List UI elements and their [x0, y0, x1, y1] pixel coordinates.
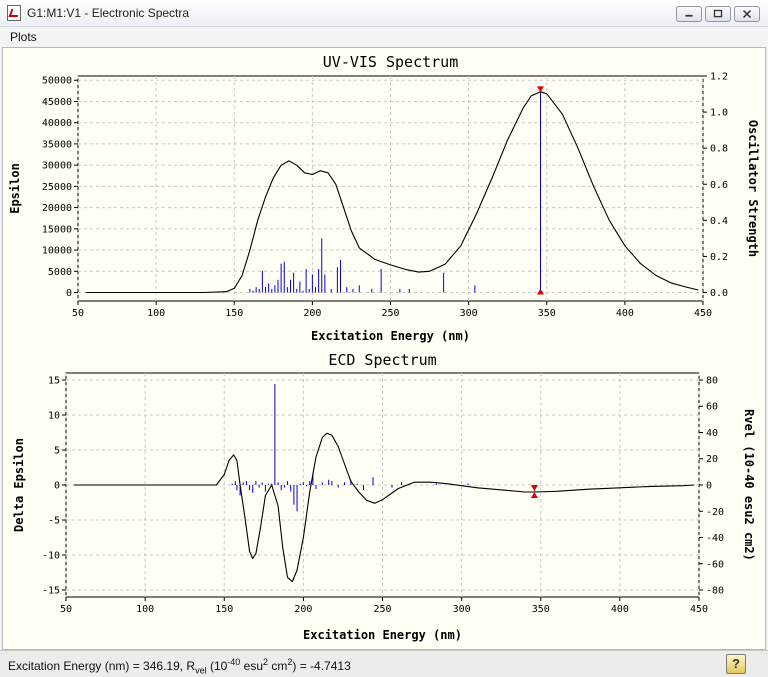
status-sup1: -40 [227, 657, 241, 667]
y-tick-label: 10 [48, 411, 60, 422]
y2-axis-label: Oscillator Strength [746, 120, 760, 257]
selected-marker-top [537, 86, 544, 93]
x-tick-label: 400 [611, 604, 629, 615]
spectra-panel: 50 100 150 200 250 300 350 400 450 0 5000 10000 1500… [2, 47, 766, 650]
x-tick-label: 100 [147, 308, 165, 319]
x-tick-label: 450 [690, 604, 708, 615]
x-axis-label: Excitation Energy (nm) [311, 329, 470, 343]
y2-tick-label: 0.2 [710, 252, 728, 263]
y-tick-label: -10 [42, 551, 60, 562]
x-tick-label: 250 [381, 308, 399, 319]
y2-tick-label: 0.6 [710, 180, 728, 191]
x-axis-label: Excitation Energy (nm) [303, 628, 462, 642]
y-tick-label: 15000 [42, 224, 72, 235]
status-bar: Excitation Energy (nm) = 346.19, Rvel (1… [0, 650, 768, 677]
x-tick-label: 200 [294, 604, 312, 615]
status-suffix: cm [268, 659, 288, 673]
x-tick-label: 250 [373, 604, 391, 615]
x-tick-label: 100 [136, 604, 154, 615]
status-sup3: 2 [287, 657, 293, 667]
y-tick-label: 40000 [42, 118, 72, 129]
x-tick-label: 50 [72, 308, 84, 319]
spectrum-curve-0 [85, 91, 699, 294]
help-button[interactable]: ? [726, 654, 746, 674]
y2-tick-label: 0.8 [710, 144, 728, 155]
close-icon [742, 9, 752, 19]
x-tick-label: 450 [694, 308, 712, 319]
y-tick-label: 30000 [42, 161, 72, 172]
y2-tick-label: 0 [706, 481, 712, 492]
y2-tick-label: 80 [706, 375, 718, 386]
y2-tick-label: -60 [706, 559, 724, 570]
status-sup2: 2 [263, 657, 269, 667]
y2-axis-label: Rvel (10-40 esu2 cm2) [742, 409, 756, 561]
selected-marker-top [530, 485, 538, 491]
y2-tick-label: 1.0 [710, 108, 728, 119]
plot-area-0 [77, 75, 704, 302]
restore-icon [713, 9, 723, 18]
x-tick-label: 150 [215, 604, 233, 615]
status-readout: Excitation Energy (nm) = 346.19, Rvel (1… [8, 657, 351, 675]
spectrum-curve-1 [73, 432, 695, 583]
y-tick-label: 0 [54, 481, 60, 492]
x-tick-label: 300 [453, 604, 471, 615]
stick-series-0 [249, 90, 541, 293]
y2-tick-label: -40 [706, 533, 724, 544]
y-tick-label: 35000 [42, 139, 72, 150]
selected-marker-bottom [530, 492, 538, 498]
y-tick-label: 15 [48, 376, 60, 387]
window-title: G1:M1:V1 - Electronic Spectra [27, 6, 190, 20]
selected-marker-bottom [537, 288, 544, 295]
y-tick-label: -15 [42, 586, 60, 597]
y-tick-label: 50000 [42, 76, 72, 87]
restore-button[interactable] [705, 6, 731, 22]
x-tick-label: 150 [225, 308, 243, 319]
status-mid2: esu [240, 659, 263, 673]
y-axis-label: Delta Epsilon [12, 438, 26, 532]
y-tick-label: 5 [54, 446, 60, 457]
y-tick-label: -5 [48, 516, 60, 527]
y-tick-label: 5000 [48, 267, 72, 278]
close-button[interactable] [734, 6, 760, 22]
menu-plots[interactable]: Plots [10, 30, 37, 44]
y-tick-label: 0 [66, 288, 72, 299]
x-tick-label: 350 [538, 308, 556, 319]
y-tick-label: 45000 [42, 97, 72, 108]
status-sub: vel [195, 665, 207, 676]
status-end: ) = -4.7413 [292, 659, 351, 673]
spectra-chart: 50 100 150 200 250 300 350 400 45005000100001500… [8, 53, 760, 642]
status-mid1: (10 [206, 659, 228, 673]
x-tick-label: 350 [532, 604, 550, 615]
chart-title: UV-VIS Spectrum [323, 53, 458, 71]
y-tick-label: 25000 [42, 182, 72, 193]
y-axis-label: Epsilon [8, 163, 22, 214]
x-tick-label: 50 [60, 604, 72, 615]
status-prefix: Excitation Energy (nm) = 346.19, R [8, 659, 196, 673]
y2-tick-label: 40 [706, 428, 718, 439]
x-tick-label: 400 [616, 308, 634, 319]
y2-tick-label: -80 [706, 586, 724, 597]
minimize-icon [685, 14, 693, 17]
y2-tick-label: 1.2 [710, 72, 728, 83]
chart-title: ECD Spectrum [328, 351, 436, 369]
title-bar: G1:M1:V1 - Electronic Spectra [0, 0, 768, 27]
y2-tick-label: -20 [706, 507, 724, 518]
y2-tick-label: 0.0 [710, 288, 728, 299]
y2-tick-label: 60 [706, 402, 718, 413]
y-tick-label: 10000 [42, 246, 72, 257]
x-tick-label: 200 [303, 308, 321, 319]
y-tick-label: 20000 [42, 203, 72, 214]
x-tick-label: 300 [460, 308, 478, 319]
menu-bar: Plots [0, 27, 768, 47]
app-icon [7, 5, 21, 21]
y2-tick-label: 20 [706, 454, 718, 465]
minimize-button[interactable] [676, 6, 702, 22]
y2-tick-label: 0.4 [710, 216, 728, 227]
